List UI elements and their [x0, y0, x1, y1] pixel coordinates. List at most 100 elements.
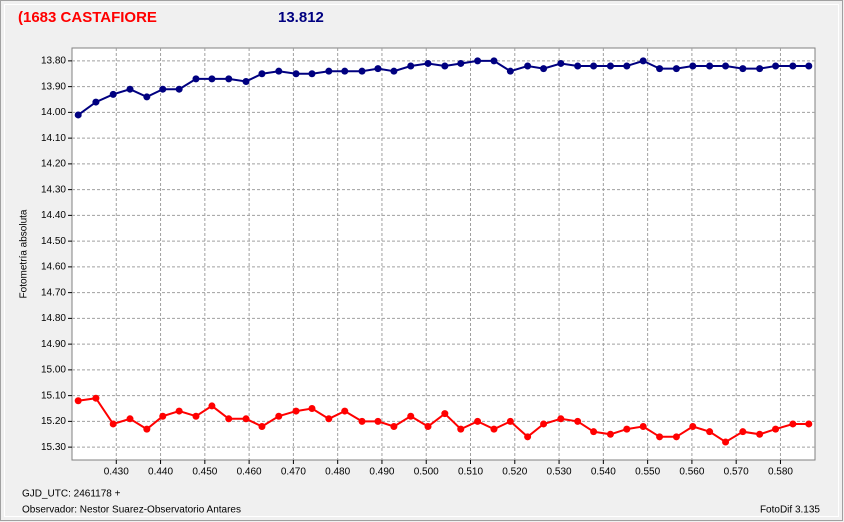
data-point [672, 433, 680, 441]
data-point [275, 412, 283, 420]
x-tick-label: 0.560 [679, 467, 704, 478]
y-tick-label: 14.60 [41, 262, 66, 273]
y-tick-label: 15.00 [41, 365, 66, 376]
plot-area [71, 47, 816, 461]
data-point [706, 62, 714, 70]
data-point [341, 407, 349, 415]
data-point [390, 67, 398, 75]
data-point [557, 59, 565, 67]
x-tick-label: 0.570 [724, 467, 749, 478]
data-point [358, 67, 366, 75]
y-tick-label: 14.20 [41, 159, 66, 170]
data-point [457, 425, 465, 433]
data-point [175, 407, 183, 415]
data-point [407, 412, 415, 420]
data-point [739, 428, 747, 436]
y-tick-label: 13.90 [41, 81, 66, 92]
data-point [772, 62, 780, 70]
data-point [126, 415, 134, 423]
data-point [159, 85, 167, 93]
y-tick-label: 14.10 [41, 133, 66, 144]
data-point [192, 75, 200, 83]
data-point [325, 415, 333, 423]
data-point [540, 65, 548, 73]
data-point [126, 85, 134, 93]
chart-title: (1683 CASTAFIORE [18, 9, 157, 26]
data-point [407, 62, 415, 70]
x-tick-label: 0.520 [502, 467, 527, 478]
observer-label: Observador: Nestor Suarez-Observatorio A… [22, 505, 241, 516]
data-point [192, 412, 200, 420]
y-tick-label: 15.10 [41, 390, 66, 401]
x-tick-label: 0.450 [192, 467, 217, 478]
data-point [143, 93, 151, 101]
y-tick-label: 15.30 [41, 442, 66, 453]
data-point [656, 65, 664, 73]
data-point [506, 67, 514, 75]
data-point [639, 57, 647, 65]
data-point [258, 423, 266, 431]
data-point [606, 430, 614, 438]
data-point [92, 394, 100, 402]
y-tick-label: 14.30 [41, 184, 66, 195]
data-point [424, 59, 432, 67]
data-point [689, 62, 697, 70]
data-point [424, 423, 432, 431]
data-point [474, 57, 482, 65]
y-tick-label: 14.80 [41, 313, 66, 324]
data-point [159, 412, 167, 420]
data-point [275, 67, 283, 75]
data-point [225, 415, 233, 423]
chart-subtitle: 13.812 [278, 9, 324, 26]
y-tick-label: 13.80 [41, 56, 66, 67]
data-point [74, 397, 82, 405]
x-tick-label: 0.460 [237, 467, 262, 478]
x-tick-label: 0.510 [458, 467, 483, 478]
y-tick-label: 15.20 [41, 416, 66, 427]
data-point [772, 425, 780, 433]
data-point [441, 410, 449, 418]
data-point [490, 425, 498, 433]
data-point [374, 65, 382, 73]
data-point [756, 65, 764, 73]
data-point [756, 430, 764, 438]
data-point [557, 415, 565, 423]
data-point [308, 70, 316, 78]
y-tick-label: 14.00 [41, 107, 66, 118]
y-tick-label: 14.90 [41, 339, 66, 350]
data-point [258, 70, 266, 78]
data-point [474, 417, 482, 425]
x-tick-label: 0.580 [768, 467, 793, 478]
data-point [242, 415, 250, 423]
x-tick-label: 0.490 [369, 467, 394, 478]
data-point [374, 417, 382, 425]
data-point [74, 111, 82, 119]
x-tick-label: 0.550 [635, 467, 660, 478]
data-point [574, 417, 582, 425]
data-point [208, 402, 216, 410]
data-point [574, 62, 582, 70]
data-point [341, 67, 349, 75]
data-point [739, 65, 747, 73]
data-point [789, 420, 797, 428]
data-point [441, 62, 449, 70]
data-point [805, 62, 813, 70]
data-point [358, 417, 366, 425]
data-point [109, 90, 117, 98]
data-point [208, 75, 216, 83]
data-point [242, 77, 250, 85]
data-point [623, 62, 631, 70]
x-tick-label: 0.440 [148, 467, 173, 478]
data-point [722, 62, 730, 70]
data-point [590, 62, 598, 70]
x-tick-label: 0.530 [547, 467, 572, 478]
data-point [722, 438, 730, 446]
data-point [706, 428, 714, 436]
data-point [623, 425, 631, 433]
data-point [805, 420, 813, 428]
data-point [789, 62, 797, 70]
y-axis-label: Fotometría absoluta [19, 209, 30, 298]
data-point [292, 70, 300, 78]
